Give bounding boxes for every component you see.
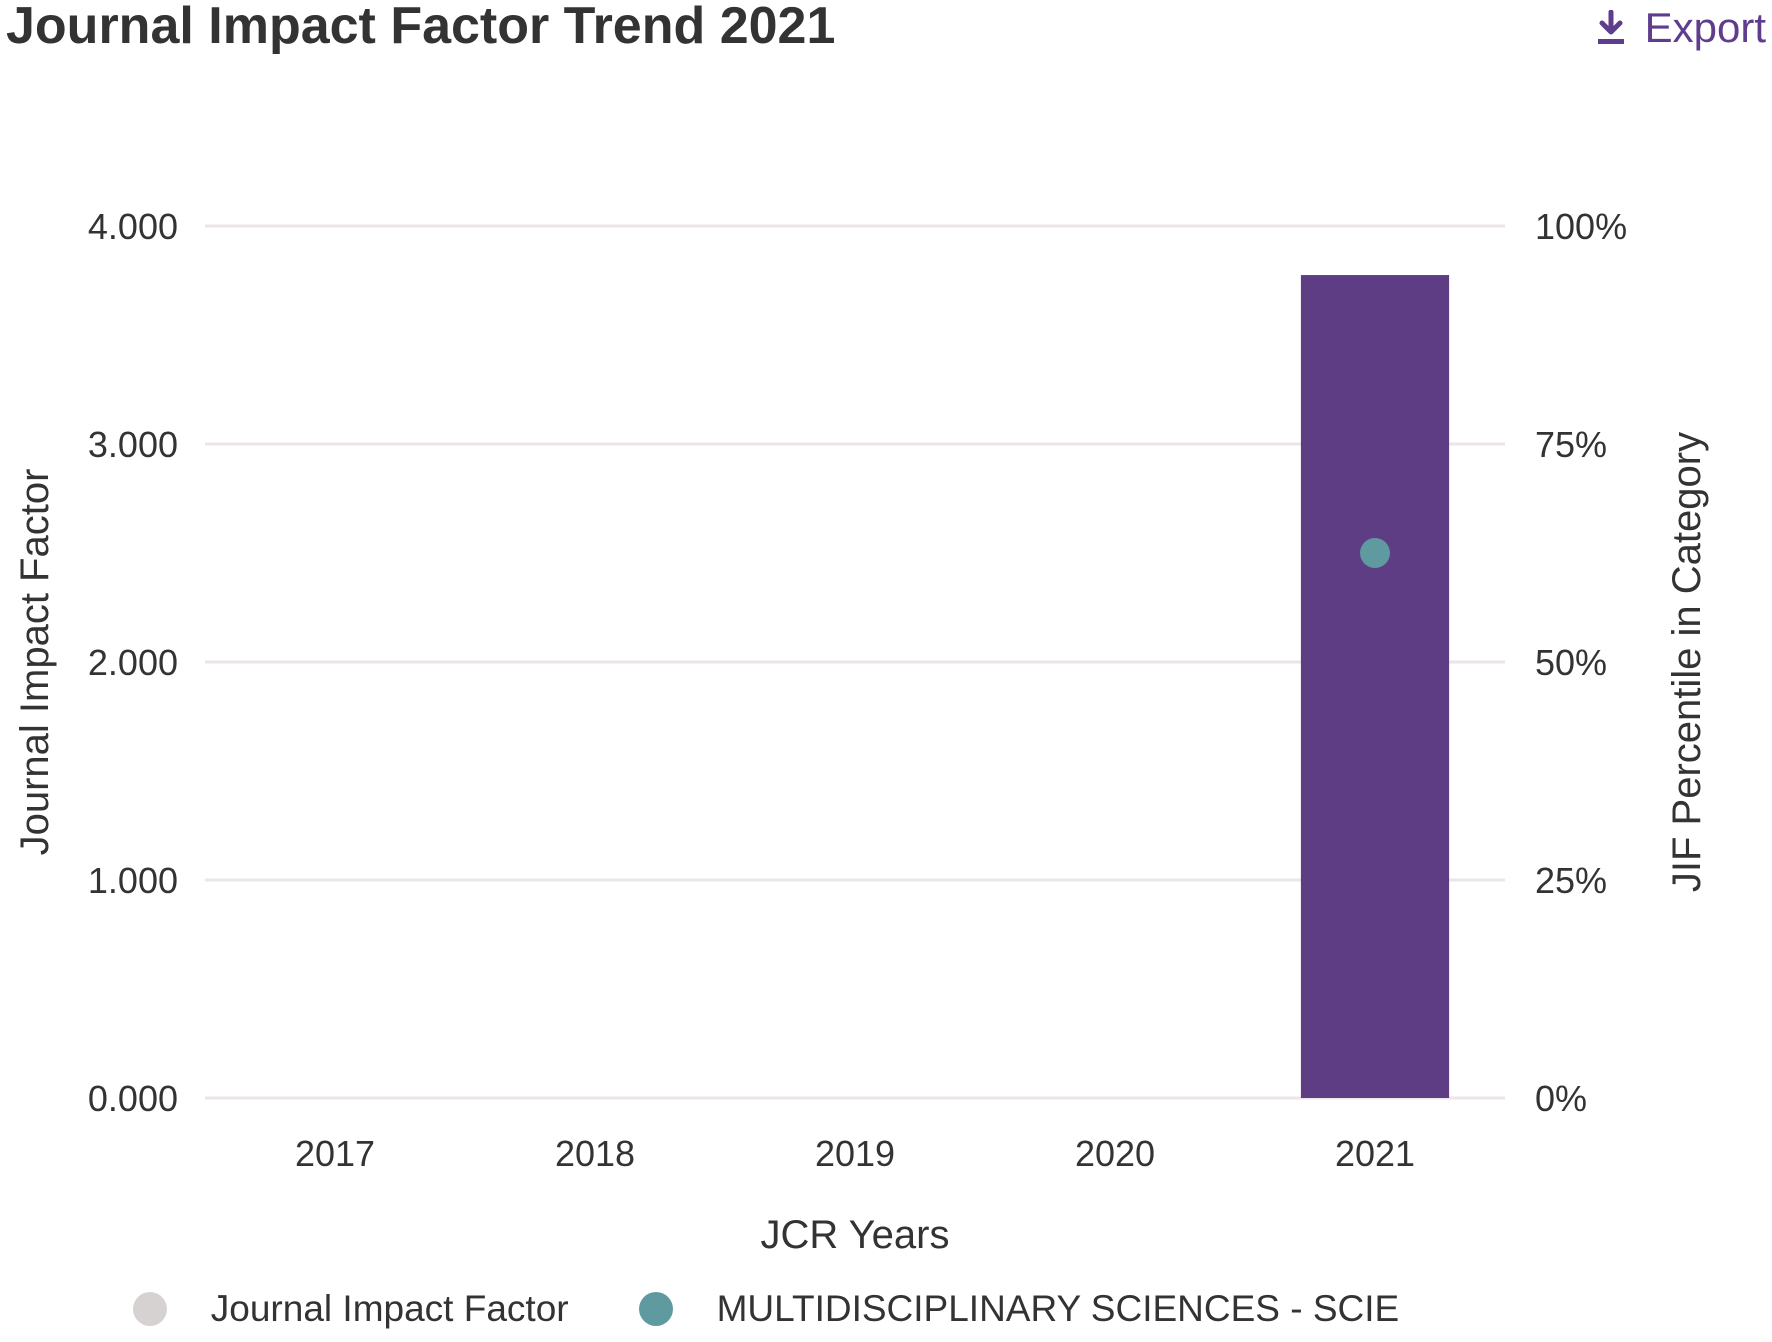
y-tick-label: 3.000: [88, 424, 178, 465]
legend-item-jif[interactable]: Journal Impact Factor: [132, 1288, 569, 1330]
x-tick-label: 2017: [295, 1133, 375, 1174]
x-tick-label: 2021: [1335, 1133, 1415, 1174]
percentile-point-2021: [1360, 538, 1390, 568]
y2-tick-label: 75%: [1535, 424, 1607, 465]
axes: 0.000 0% 1.000 25% 2.000 50% 3.000 75% 4.000 100%…: [13, 206, 1709, 1257]
y2-tick-label: 25%: [1535, 860, 1607, 901]
legend-marker-jif: [132, 1292, 167, 1326]
y-tick-label: 0.000: [88, 1078, 178, 1119]
legend-label-category: MULTIDISCIPLINARY SCIENCES - SCIE: [716, 1288, 1400, 1329]
bar-2021: [1300, 275, 1450, 1098]
chart-header: Journal Impact Factor Trend 2021 Export: [0, 0, 1772, 70]
chart-legend: Journal Impact Factor MULTIDISCIPLINARY …: [0, 1284, 1652, 1334]
y-tick-label: 4.000: [88, 206, 178, 247]
y-tick-label: 1.000: [88, 860, 178, 901]
download-icon: [1597, 10, 1624, 44]
bars: [1300, 275, 1450, 1098]
chart-title: Journal Impact Factor Trend 2021: [6, 0, 836, 55]
y2-tick-label: 50%: [1535, 642, 1607, 683]
y2-axis-title: JIF Percentile in Category: [1665, 432, 1709, 892]
legend-marker-category: [638, 1292, 673, 1326]
y-tick-label: 2.000: [88, 642, 178, 683]
export-label: Export: [1644, 4, 1766, 51]
y2-tick-label: 100%: [1535, 206, 1627, 247]
x-tick-label: 2018: [555, 1133, 635, 1174]
legend-item-category[interactable]: MULTIDISCIPLINARY SCIENCES - SCIE: [638, 1288, 1400, 1330]
x-axis-title: JCR Years: [761, 1213, 950, 1257]
percentile-points: [1360, 538, 1390, 568]
export-button[interactable]: Export: [1595, 0, 1766, 56]
legend-label-jif: Journal Impact Factor: [210, 1288, 569, 1329]
x-tick-label: 2020: [1075, 1133, 1155, 1174]
x-tick-label: 2019: [815, 1133, 895, 1174]
y2-tick-label: 0%: [1535, 1078, 1587, 1119]
gridlines: [205, 224, 1505, 1100]
y-axis-title: Journal Impact Factor: [13, 469, 57, 856]
